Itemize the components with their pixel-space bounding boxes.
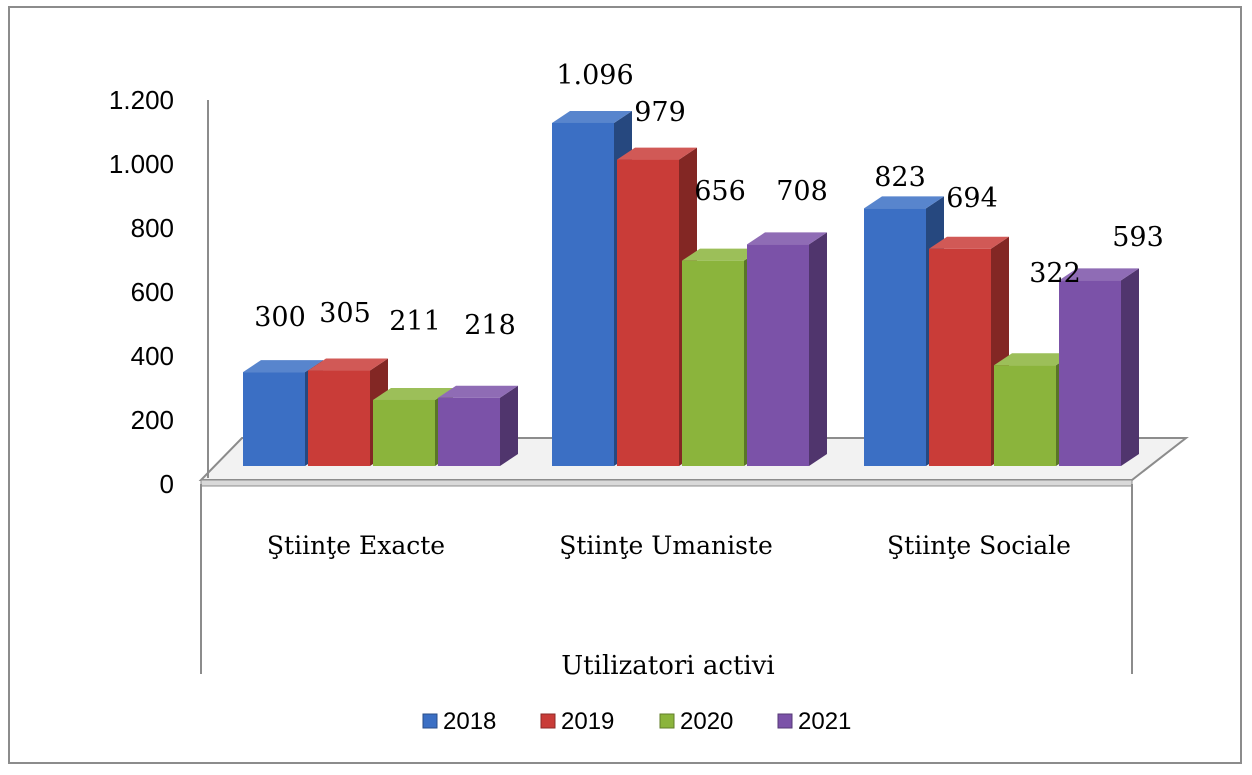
y-tick-label: 800 [131,213,174,243]
data-label: 708 [776,176,828,207]
bar [747,232,827,466]
bar-top [308,358,388,371]
bar-series [243,110,1139,467]
bar-side [809,232,827,466]
data-labels: 300 1.096 823 305 979 694 211 656 322 218 708 593 [254,60,1164,341]
data-label: 656 [694,176,746,207]
data-label: 823 [874,162,926,193]
legend-label: 2020 [680,708,733,735]
bar-front [682,260,744,466]
bar-front [552,122,614,467]
data-label: 1.096 [556,60,633,91]
legend-label: 2021 [798,708,851,735]
bar-chart: 0 200 400 600 800 1.000 1.200 300 1.096 823 305 97… [109,60,1189,735]
legend-swatch [659,713,675,729]
y-tick-label: 1.000 [109,149,174,179]
bar-top [747,232,827,245]
bar-top [682,248,762,261]
axis-lines [200,100,1133,674]
bar-front [373,399,435,466]
y-axis-tick-labels: 0 200 400 600 800 1.000 1.200 [109,85,174,499]
bar-side [500,385,518,466]
y-tick-label: 0 [160,469,174,499]
legend-item: 2018 [422,708,496,735]
category-label: Ştiinţe Umaniste [559,531,773,560]
bar-front [929,248,991,466]
legend-label: 2019 [561,708,614,735]
data-label: 218 [464,310,516,341]
bar-front [1059,280,1121,466]
data-label: 694 [946,183,998,214]
data-label: 211 [389,306,441,337]
category-label: Ştiinţe Sociale [887,531,1071,560]
category-labels: Ştiinţe Exacte Ştiinţe Umaniste Ştiinţe So… [267,531,1071,560]
bar [438,385,518,466]
bar-top [929,236,1009,249]
bar-top [243,360,323,373]
x-axis-title: Utilizatori activi [561,651,774,681]
bar-top [552,110,632,123]
legend-swatch [422,713,438,729]
legend-item: 2020 [659,708,733,735]
bar-front [308,370,370,466]
bar [1059,268,1139,466]
legend-swatch [540,713,556,729]
legend-label: 2018 [443,708,496,735]
data-label: 593 [1112,222,1164,253]
bar-front [243,372,305,466]
legend-swatch [777,713,793,729]
bar-front [747,244,809,466]
legend-item: 2019 [540,708,614,735]
legend-item: 2021 [777,708,851,735]
y-tick-label: 200 [131,405,174,435]
bar-top [1059,268,1139,281]
chart-frame: 0 200 400 600 800 1.000 1.200 300 1.096 823 305 97… [8,6,1242,764]
y-tick-label: 400 [131,341,174,371]
legend: 2018 2019 2020 2021 [422,708,851,735]
y-tick-label: 1.200 [109,85,174,115]
data-label: 300 [254,302,306,333]
y-tick-label: 600 [131,277,174,307]
bar-front [864,208,926,466]
floor-edge [200,479,1133,487]
bar-top [994,353,1074,366]
data-label: 979 [634,97,686,128]
bar-front [617,159,679,466]
category-label: Ştiinţe Exacte [267,531,445,560]
bar-side [1121,268,1139,466]
bar-top [373,387,453,400]
bar-top [617,147,697,160]
bar-front [994,365,1056,466]
bar-front [438,397,500,466]
bar-top [864,196,944,209]
data-label: 322 [1029,258,1081,289]
data-label: 305 [319,298,371,329]
bar-top [438,385,518,398]
